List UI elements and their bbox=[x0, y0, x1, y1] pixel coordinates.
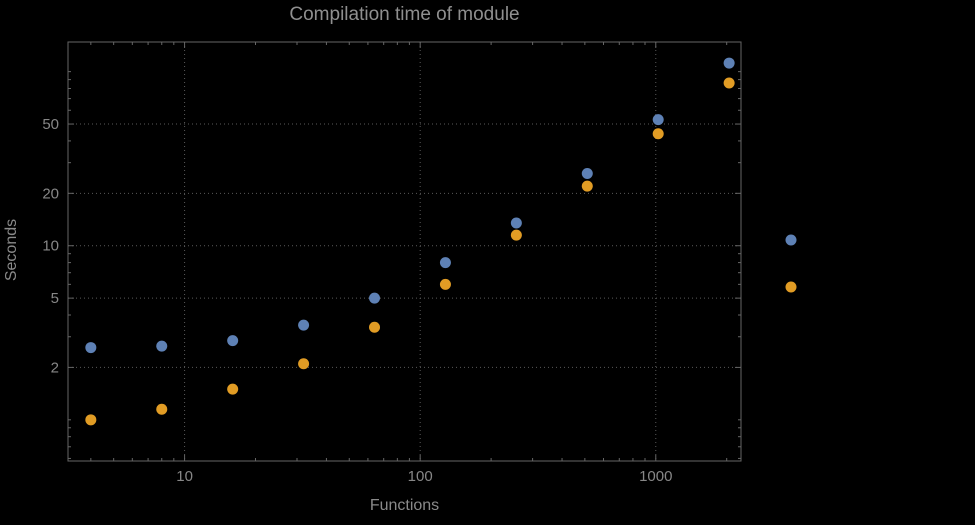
data-point-series-2 bbox=[85, 414, 97, 426]
data-point-series-2 bbox=[723, 77, 735, 89]
y-tick-label: 5 bbox=[51, 290, 59, 307]
data-point-series-1 bbox=[227, 335, 239, 347]
data-point-series-2 bbox=[156, 403, 168, 415]
data-point-series-1 bbox=[652, 114, 664, 126]
x-axis-label: Functions bbox=[369, 497, 440, 514]
y-tick-label: 10 bbox=[42, 238, 59, 255]
legend-marker-series-1 bbox=[785, 234, 797, 246]
x-tick-label: 100 bbox=[408, 468, 433, 485]
data-point-series-1 bbox=[510, 217, 522, 229]
data-point-series-1 bbox=[581, 167, 593, 179]
x-tick-label: 10 bbox=[176, 468, 193, 485]
data-point-series-2 bbox=[369, 321, 381, 333]
data-point-series-1 bbox=[723, 57, 735, 69]
plot-frame bbox=[67, 41, 742, 462]
chart-title: Compilation time of module bbox=[289, 4, 520, 25]
legend-marker-series-2 bbox=[785, 281, 797, 293]
data-point-series-2 bbox=[298, 358, 310, 370]
data-point-series-1 bbox=[298, 319, 310, 331]
data-point-series-1 bbox=[156, 340, 168, 352]
data-point-series-1 bbox=[439, 257, 451, 269]
y-tick-label: 50 bbox=[42, 116, 59, 133]
x-tick-label: 1000 bbox=[639, 468, 672, 485]
y-axis-label: Seconds bbox=[3, 218, 20, 282]
data-point-series-2 bbox=[439, 278, 451, 290]
data-point-series-1 bbox=[85, 342, 97, 354]
y-tick-label: 20 bbox=[42, 185, 59, 202]
data-point-series-1 bbox=[369, 292, 381, 304]
data-point-series-2 bbox=[581, 180, 593, 192]
data-point-series-2 bbox=[227, 383, 239, 395]
data-point-series-2 bbox=[510, 229, 522, 241]
data-point-series-2 bbox=[652, 128, 664, 140]
y-tick-label: 2 bbox=[51, 359, 59, 376]
